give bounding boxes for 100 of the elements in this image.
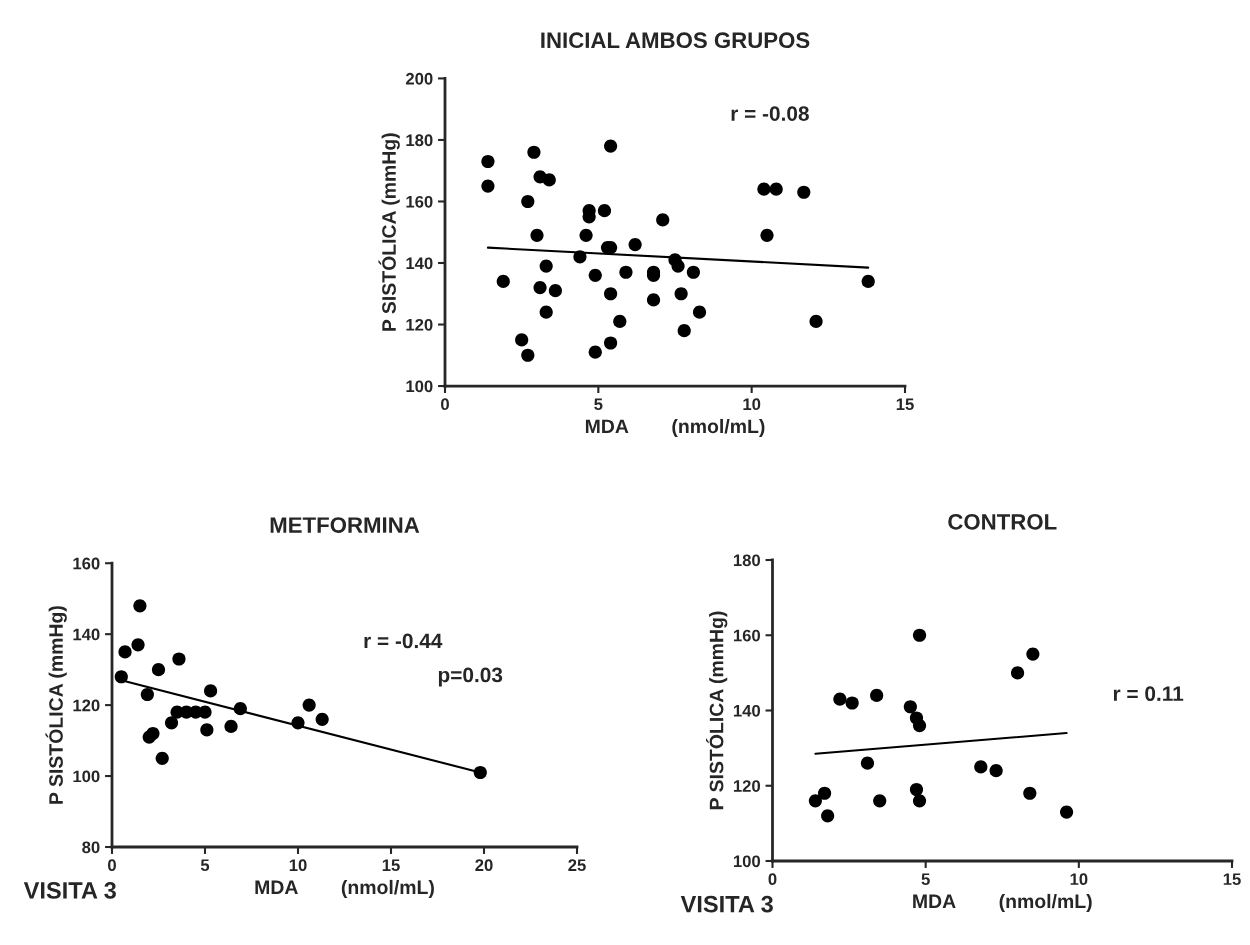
point xyxy=(533,281,547,295)
y-tick-label: 80 xyxy=(82,841,100,854)
point xyxy=(912,628,927,642)
y-tick-label: 100 xyxy=(733,855,761,868)
point xyxy=(224,719,238,733)
point xyxy=(870,688,884,703)
x-axis-title: MDA (nmol/mL) xyxy=(255,879,434,899)
point xyxy=(692,305,707,319)
point xyxy=(604,336,618,350)
point xyxy=(628,237,642,252)
y-tick-label: 120 xyxy=(73,699,100,712)
x-tick-label: 20 xyxy=(475,859,493,872)
point xyxy=(1023,786,1037,800)
point xyxy=(686,265,700,279)
point xyxy=(1010,666,1025,680)
y-tick-label: 200 xyxy=(405,72,433,85)
text: VISITA 3 xyxy=(23,882,116,899)
point xyxy=(604,287,618,301)
point xyxy=(845,696,859,710)
point xyxy=(797,185,811,199)
point xyxy=(809,314,823,329)
y-tick-label: 180 xyxy=(733,554,761,567)
point xyxy=(151,663,166,677)
y-axis-title: P SISTÓLICA (mmHg) xyxy=(705,611,728,810)
point xyxy=(677,324,691,338)
point xyxy=(200,723,214,737)
point xyxy=(542,173,556,187)
point xyxy=(833,692,847,706)
y-tick-label: 160 xyxy=(73,557,100,570)
x-tick-label: 0 xyxy=(768,873,777,886)
y-tick-label: 140 xyxy=(406,257,433,270)
point xyxy=(808,794,822,808)
y-tick-label: 140 xyxy=(733,704,761,717)
point xyxy=(619,265,633,279)
point xyxy=(140,687,154,702)
chart-title: METFORMINA xyxy=(270,517,420,533)
point xyxy=(974,760,988,774)
point xyxy=(1059,805,1074,819)
x-axis-title: MDA (nmol/mL) xyxy=(913,893,1092,913)
annotation: r = 0.11 xyxy=(1113,686,1184,702)
point xyxy=(515,333,529,347)
point xyxy=(481,179,495,193)
point xyxy=(817,786,832,800)
point xyxy=(496,274,510,289)
point xyxy=(133,599,147,613)
point xyxy=(172,652,186,666)
text: VISITA 3 xyxy=(680,895,773,913)
y-tick-label: 100 xyxy=(73,770,100,783)
point xyxy=(671,259,685,273)
point xyxy=(164,716,179,730)
point xyxy=(989,764,1003,778)
x-tick-label: 10 xyxy=(1070,873,1088,886)
point xyxy=(302,698,316,712)
point xyxy=(760,228,774,242)
point xyxy=(146,726,160,741)
x-tick-label: 5 xyxy=(921,873,930,886)
point xyxy=(588,345,602,359)
point xyxy=(613,314,627,329)
annotation: r = -0.08 xyxy=(731,106,809,121)
x-tick-label: 5 xyxy=(200,859,210,872)
point xyxy=(114,670,128,684)
point xyxy=(646,293,661,307)
y-tick-label: 180 xyxy=(406,134,433,147)
x-tick-label: 0 xyxy=(441,398,449,411)
point xyxy=(539,259,553,273)
point xyxy=(203,684,218,698)
point xyxy=(548,284,562,298)
x-tick-label: 10 xyxy=(743,398,761,411)
point xyxy=(861,274,875,289)
point xyxy=(481,154,495,169)
point xyxy=(118,645,132,659)
point xyxy=(912,794,927,808)
point xyxy=(903,700,917,714)
y-axis-title: P SISTÓLICA (mmHg) xyxy=(45,606,67,804)
y-tick-label: 160 xyxy=(406,195,433,208)
point xyxy=(527,145,541,159)
point xyxy=(912,718,927,733)
point xyxy=(579,228,593,242)
x-tick-label: 25 xyxy=(568,859,586,872)
x-tick-label: 15 xyxy=(382,859,400,872)
point xyxy=(588,268,602,282)
point xyxy=(530,228,544,242)
x-tick-label: 15 xyxy=(1223,873,1241,886)
point xyxy=(674,287,688,301)
point xyxy=(909,782,924,797)
y-tick-label: 120 xyxy=(406,318,433,331)
x-tick-label: 5 xyxy=(594,398,603,411)
point xyxy=(1026,647,1040,661)
y-tick-label: 120 xyxy=(733,780,761,792)
x-tick-label: 0 xyxy=(108,859,116,872)
y-tick-label: 100 xyxy=(406,380,433,393)
point xyxy=(656,213,670,227)
chart-title: CONTROL xyxy=(948,513,1057,530)
annotation: p=0.03 xyxy=(438,667,503,687)
point xyxy=(860,756,875,770)
point xyxy=(597,204,612,218)
y-axis-title: P SISTÓLICA (mmHg) xyxy=(378,133,400,331)
point xyxy=(873,794,887,808)
point xyxy=(315,712,329,726)
point xyxy=(757,182,771,196)
